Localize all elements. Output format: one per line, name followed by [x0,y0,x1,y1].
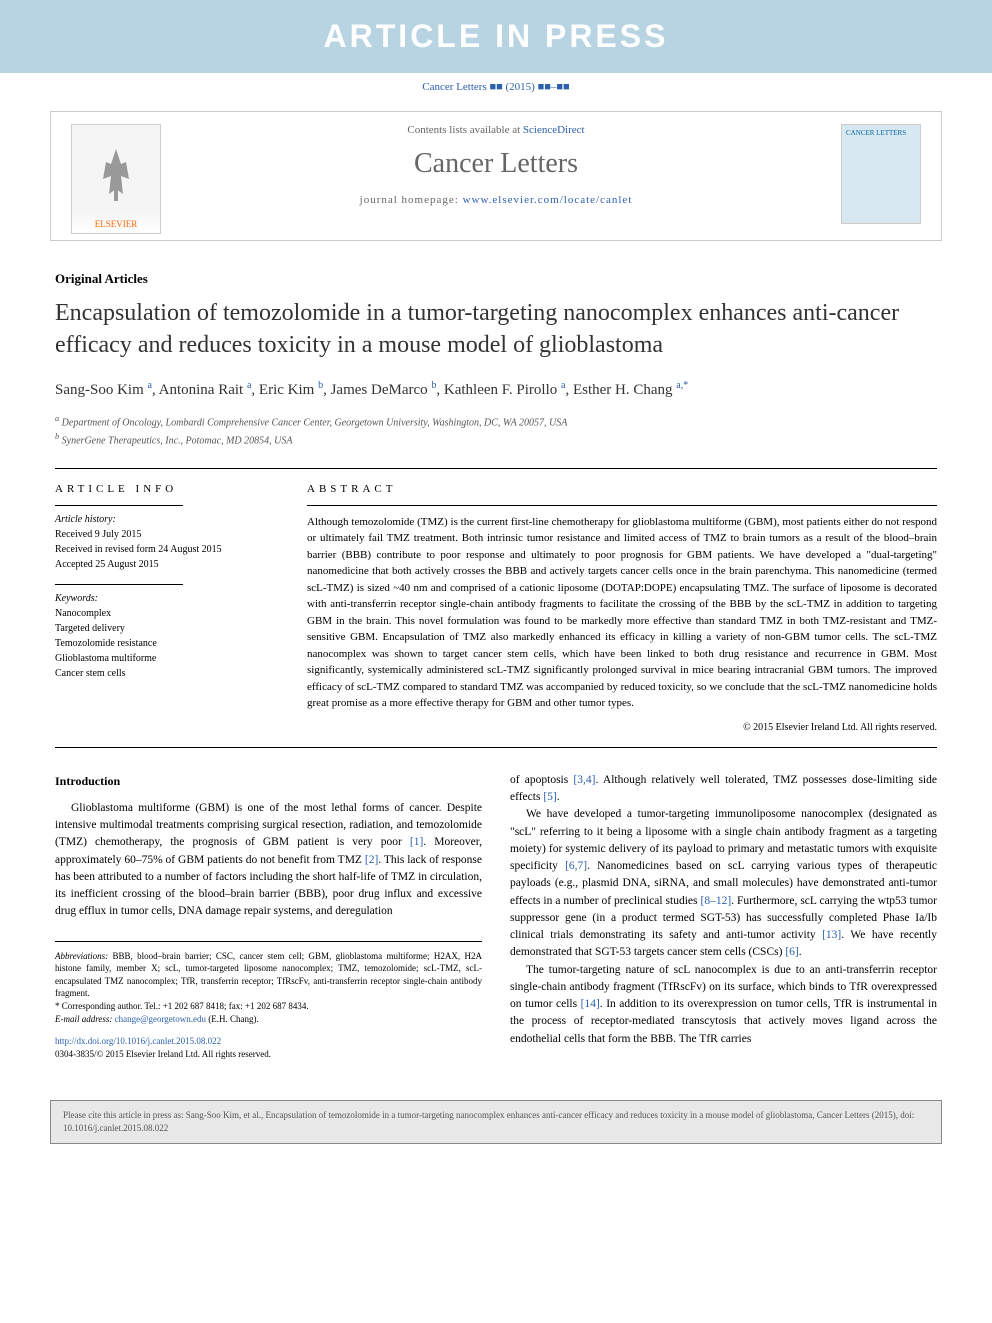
info-divider-2 [55,584,183,585]
abbreviations: Abbreviations: BBB, blood–brain barrier;… [55,950,482,1000]
affiliations: a Department of Oncology, Lombardi Compr… [55,413,937,448]
body-paragraph-r1: of apoptosis [3,4]. Although relatively … [510,772,937,807]
keywords-list: NanocomplexTargeted deliveryTemozolomide… [55,606,269,681]
cite-this-article-box: Please cite this article in press as: Sa… [50,1100,942,1143]
abstract-heading: ABSTRACT [307,483,937,495]
email-suffix: (E.H. Chang). [206,1014,259,1024]
homepage-prefix: journal homepage: [360,194,463,206]
intro-paragraph-1: Glioblastoma multiforme (GBM) is one of … [55,800,482,921]
journal-cover-thumbnail: CANCER LETTERS [841,124,921,224]
footer-block: Abbreviations: BBB, blood–brain barrier;… [55,941,482,1061]
email-line: E-mail address: change@georgetown.edu (E… [55,1013,482,1026]
abstract-divider [307,505,937,506]
article-title: Encapsulation of temozolomide in a tumor… [55,297,937,362]
elsevier-logo: ELSEVIER [71,124,161,234]
authors-list: Sang-Soo Kim a, Antonina Rait a, Eric Ki… [55,378,937,402]
article-info-column: ARTICLE INFO Article history: Received 9… [55,469,285,747]
elsevier-tree-icon [76,129,156,219]
contents-prefix: Contents lists available at [407,124,522,136]
article-in-press-banner: ARTICLE IN PRESS [0,0,992,73]
corresponding-email-link[interactable]: change@georgetown.edu [115,1014,206,1024]
article-type: Original Articles [55,271,937,287]
article-info-heading: ARTICLE INFO [55,483,269,495]
body-paragraph-r3: The tumor-targeting nature of scL nanoco… [510,962,937,1048]
body-paragraph-r2: We have developed a tumor-targeting immu… [510,806,937,961]
abbrev-text: BBB, blood–brain barrier; CSC, cancer st… [55,951,482,999]
issn-copyright: 0304-3835/© 2015 Elsevier Ireland Ltd. A… [55,1048,482,1061]
journal-cover-label: CANCER LETTERS [846,129,916,137]
introduction-heading: Introduction [55,772,482,790]
doi-link[interactable]: http://dx.doi.org/10.1016/j.canlet.2015.… [55,1036,221,1046]
body-column-right: of apoptosis [3,4]. Although relatively … [510,772,937,1061]
article-history-label: Article history: [55,514,269,525]
abbrev-label: Abbreviations: [55,951,108,961]
abstract-text: Although temozolomide (TMZ) is the curre… [307,514,937,712]
journal-name: Cancer Letters [181,148,811,180]
info-divider [55,505,183,506]
elsevier-label: ELSEVIER [76,219,156,229]
citation-top: Cancer Letters ■■ (2015) ■■–■■ [0,73,992,101]
info-abstract-row: ARTICLE INFO Article history: Received 9… [55,468,937,748]
corresponding-author: * Corresponding author. Tel.: +1 202 687… [55,1000,482,1013]
journal-header: ELSEVIER CANCER LETTERS Contents lists a… [50,111,942,241]
body-columns: Introduction Glioblastoma multiforme (GB… [55,772,937,1061]
sciencedirect-link[interactable]: ScienceDirect [523,124,585,136]
article-content: Original Articles Encapsulation of temoz… [0,251,992,1080]
keywords-label: Keywords: [55,593,269,604]
article-history: Received 9 July 2015Received in revised … [55,527,269,572]
journal-homepage-line: journal homepage: www.elsevier.com/locat… [181,194,811,206]
email-label: E-mail address: [55,1014,115,1024]
abstract-copyright: © 2015 Elsevier Ireland Ltd. All rights … [307,722,937,733]
body-column-left: Introduction Glioblastoma multiforme (GB… [55,772,482,1061]
contents-available-line: Contents lists available at ScienceDirec… [181,124,811,136]
journal-homepage-link[interactable]: www.elsevier.com/locate/canlet [463,194,633,206]
abstract-column: ABSTRACT Although temozolomide (TMZ) is … [285,469,937,747]
